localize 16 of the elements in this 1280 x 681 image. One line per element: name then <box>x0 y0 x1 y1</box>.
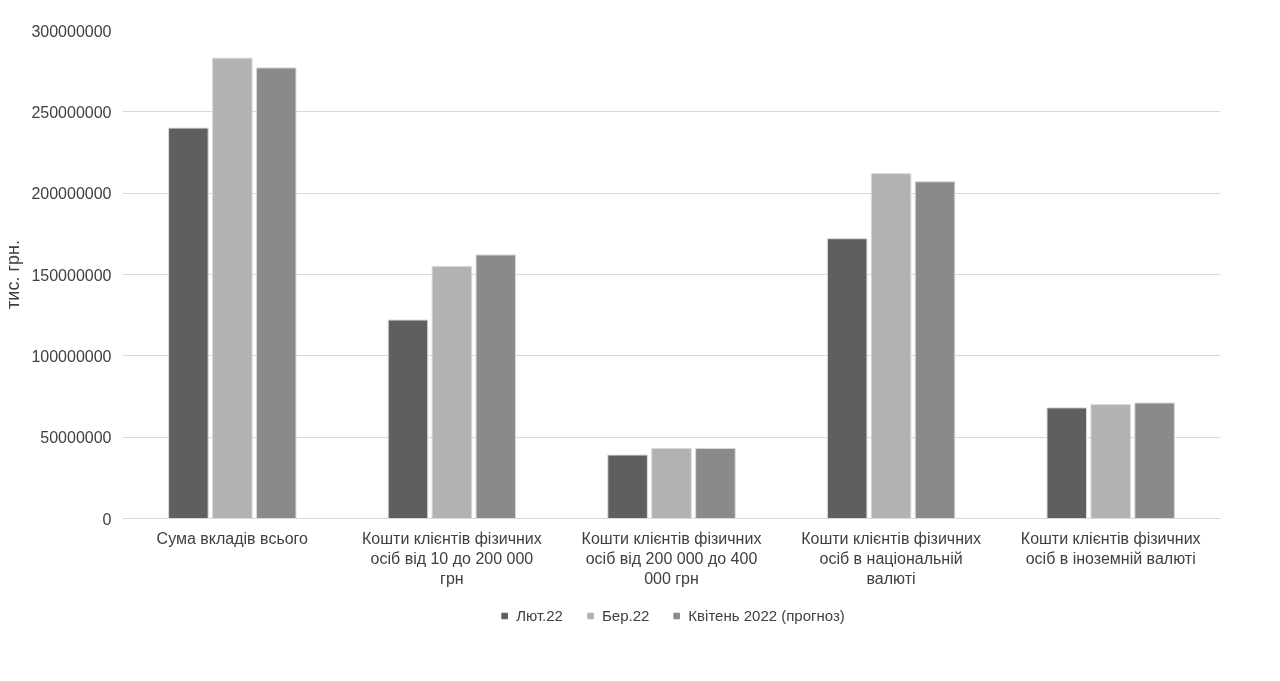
x-tick-label: Кошти клієнтів фізичних осіб від 200 000 до 400 000 грн <box>581 529 762 588</box>
x-tick-label: Сума вкладів всього <box>156 529 309 547</box>
legend-label: Лют.22 <box>516 606 563 624</box>
y-tick-label: 250000000 <box>31 103 112 121</box>
x-tick-label: Кошти клієнтів фізичних осіб в іноземній валюті <box>1020 529 1201 567</box>
y-tick-label: 200000000 <box>31 185 112 203</box>
y-tick-label: 300000000 <box>31 22 112 40</box>
y-axis-title: тис. грн. <box>3 240 24 309</box>
legend-label: Бер.22 <box>601 606 650 624</box>
x-tick-label: Кошти клієнтів фізичних осіб в національній валюті <box>801 529 981 588</box>
legend-label: Квітень 2022 (прогноз) <box>688 606 845 624</box>
y-tick-label: 100000000 <box>31 347 112 365</box>
y-tick-label: 150000000 <box>31 266 112 284</box>
y-tick-label: 0 <box>102 510 112 528</box>
x-tick-label: Кошти клієнтів фізичних осіб від 10 до 200 000 грн <box>362 529 542 588</box>
y-tick-label: 50000000 <box>40 429 112 447</box>
